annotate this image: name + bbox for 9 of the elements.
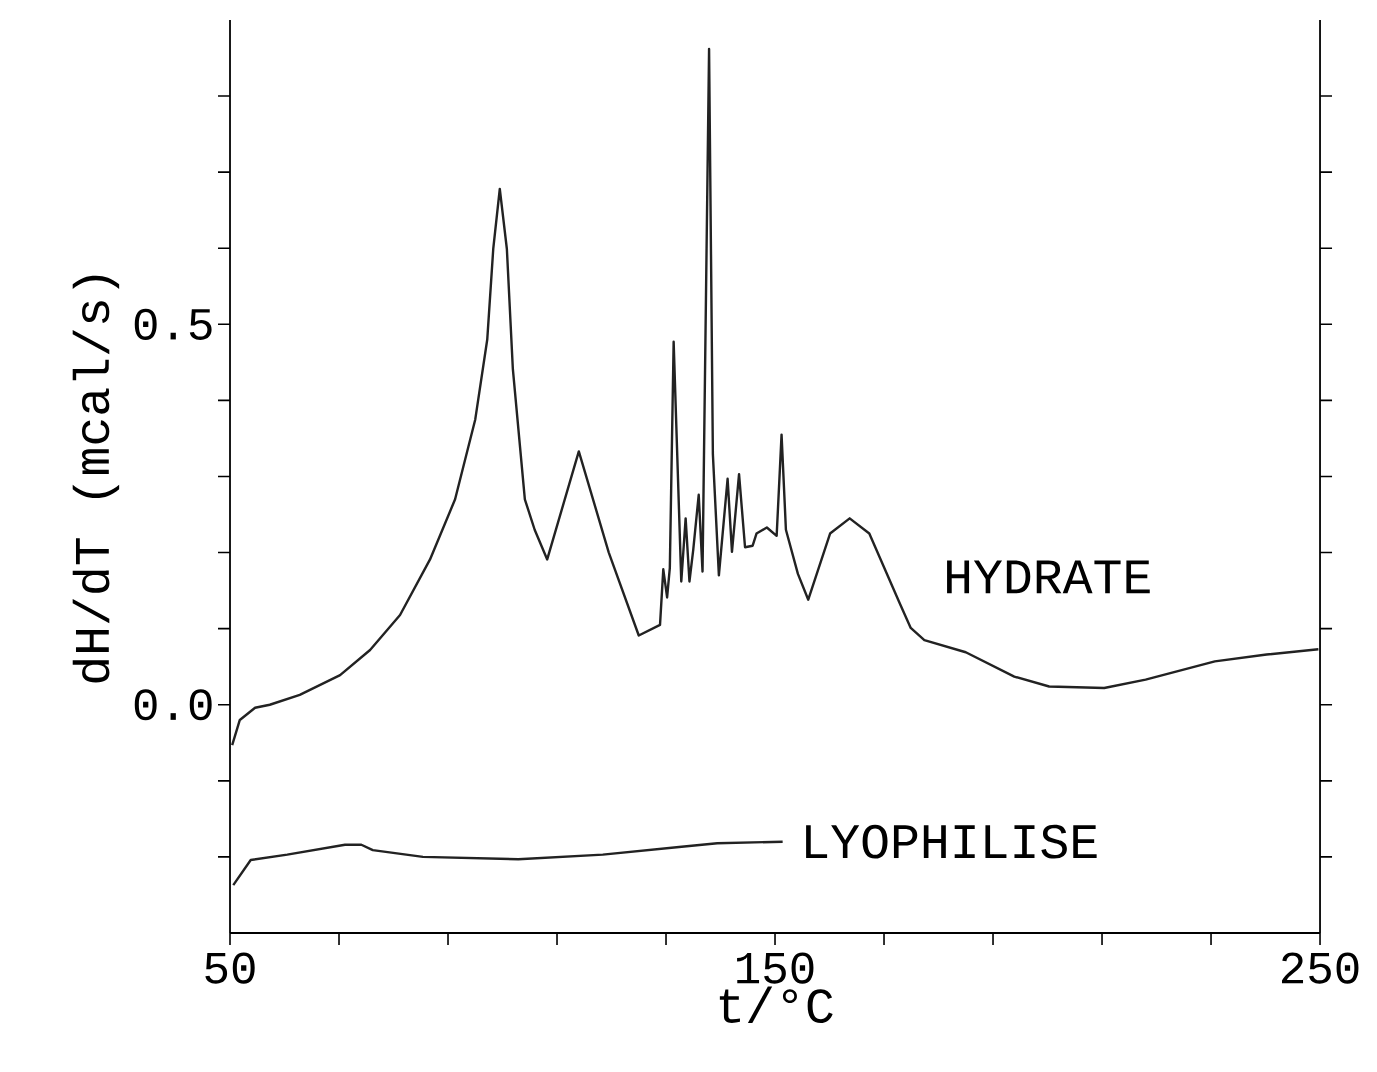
series-label: LYOPHILISE <box>806 824 1097 859</box>
y-tick-label: 0.0 <box>134 689 212 721</box>
x-tick-label: 250 <box>1282 952 1359 984</box>
y-tick-label: 0.5 <box>134 308 212 340</box>
series-label: HYDRATE <box>947 560 1150 594</box>
x-tick-label: 50 <box>205 952 255 984</box>
x-tick-label: 150 <box>737 952 814 984</box>
x-axis-title: t/°C <box>719 986 833 1024</box>
y-axis-title: dH/dT (mcal/s) <box>72 275 120 683</box>
